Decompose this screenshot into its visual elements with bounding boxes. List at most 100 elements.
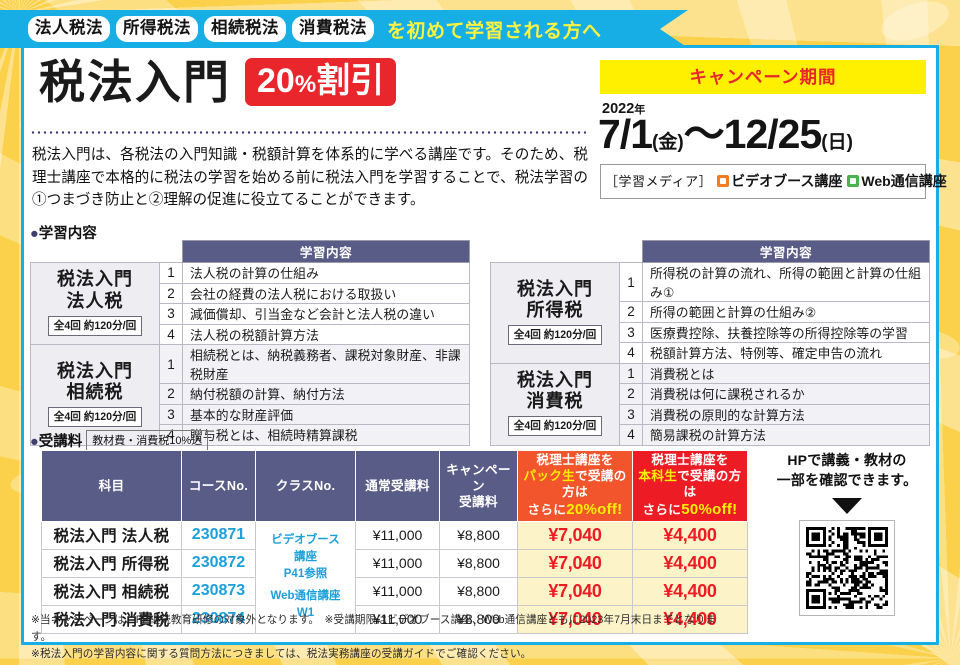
- class-no-line: ビデオブース: [271, 533, 340, 546]
- curriculum-row-number: 4: [619, 424, 643, 446]
- pricing-header-subject: 科目: [41, 450, 182, 522]
- pricing-cell-normal-fee: ¥11,000: [355, 604, 440, 634]
- curriculum-row-number: 1: [159, 344, 183, 384]
- curriculum-row-topic: 法人税の計算の仕組み: [182, 262, 470, 284]
- curriculum-row-number: 3: [159, 303, 183, 325]
- promo-pack-discount: 20%off!: [566, 501, 623, 519]
- pricing-section-label: ●受講料 教材費・消費税10%込: [30, 430, 209, 451]
- qr-caption-line1: HPで講義・教材の: [787, 452, 907, 468]
- campaign-panel: キャンペーン期間 2022年 7/1(金)〜12/25(日) ［学習メディア］ ビ…: [598, 60, 947, 200]
- curriculum-section-label-text: 学習内容: [38, 226, 97, 242]
- pricing-cell-promo-honka: ¥4,400: [632, 548, 748, 578]
- pricing-table-row: 税法入門 所得税 230872 ¥11,000 ¥8,800 ¥7,040 ¥4,400: [41, 548, 748, 578]
- pricing-header-promo-honka: 税理士講座を 本科生で受講の方は さらに50%off!: [632, 450, 748, 522]
- pricing-cell-promo-pack: ¥7,040: [517, 548, 633, 578]
- curriculum-table-right: 学習内容 税法入門 所得税 全4回 約120分/回 1 所得税の計算の流れ、所得の範囲と計…: [490, 240, 930, 446]
- curriculum-row: 3 基本的な財産評価: [31, 403, 470, 425]
- ribbon-tag-corporate-tax: 法人税法: [28, 15, 110, 43]
- learning-media-box: ［学習メディア］ ビデオブース講座 Web通信講座: [600, 164, 947, 200]
- promo-pack-line3-pre: さらに: [527, 503, 567, 518]
- pricing-cell-normal-fee: ¥11,000: [355, 520, 440, 550]
- qr-block: HPで講義・教材の 一部を確認できます。: [762, 450, 932, 616]
- bullet-dot-icon: ●: [30, 226, 39, 242]
- promo-pack-highlight: パック生: [523, 469, 575, 484]
- curriculum-row: 税法入門 消費税 全4回 約120分/回 1 消費税とは: [490, 362, 930, 446]
- promo-honka-discount: 50%off!: [681, 501, 738, 519]
- class-no-line: Web通信講座: [270, 589, 341, 602]
- pricing-cell-campaign-fee: ¥8,800: [439, 576, 518, 606]
- curriculum-row-topic: 消費税とは: [642, 362, 930, 384]
- qr-code-image[interactable]: [799, 519, 895, 616]
- curriculum-subject-name: 税法入門 法人税: [57, 269, 133, 311]
- footnote-line-2: ※税法入門の学習内容に関する質問方法につきましては、税法実務講座の受講ガイドでご…: [31, 648, 532, 661]
- pricing-header-course-no: コースNo.: [181, 450, 256, 522]
- pricing-cell-subject: 税法入門 消費税: [41, 604, 182, 634]
- campaign-date-range: 7/1(金)〜12/25(日): [598, 111, 926, 157]
- lead-paragraph: 税法入門は、各税法の入門知識・税額計算を体系的に学べる講座です。そのため、税理士…: [32, 147, 588, 209]
- campaign-period-heading: キャンペーン期間: [600, 60, 926, 94]
- pricing-cell-normal-fee: ¥11,000: [355, 548, 440, 578]
- bullet-dot-icon: ●: [30, 434, 39, 450]
- promo-honka-line3-pre: さらに: [642, 503, 682, 518]
- class-no-line: P41参照: [283, 568, 328, 581]
- pricing-cell-promo-pack: ¥7,040: [517, 604, 633, 634]
- pricing-table-row: 税法入門 法人税 230871 ビデオブース 講座 P41参照 Web通信講座 W1 ¥11,…: [41, 520, 748, 634]
- pricing-header-class-no: クラスNo.: [255, 450, 356, 522]
- curriculum-row-topic: 消費税は何に課税されるか: [642, 383, 930, 405]
- curriculum-subject-name: 税法入門 所得税: [517, 278, 593, 320]
- pricing-table-row: 税法入門 相続税 230873 ¥11,000 ¥8,800 ¥7,040 ¥4,400: [41, 576, 748, 606]
- campaign-date-start: 7/1: [598, 111, 653, 157]
- promo-pack-line2-rest: で受講の方は: [562, 469, 627, 500]
- curriculum-row: 4 簡易課税の計算方法: [491, 424, 930, 446]
- promo-pack-line1: 税理士講座を: [536, 453, 614, 467]
- footnotes: ※当キャンペーンは、FP継続教育研修の対象外となります。 ※受講期限はビデオブー…: [31, 612, 731, 663]
- campaign-year-kanji: 年: [634, 104, 646, 116]
- media-item-web: Web通信講座: [847, 173, 947, 189]
- pricing-cell-subject: 税法入門 法人税: [41, 520, 182, 550]
- qr-caption: HPで講義・教材の 一部を確認できます。: [762, 450, 932, 491]
- curriculum-header-spacer: [491, 241, 643, 263]
- curriculum-header-row: 学習内容: [491, 240, 930, 263]
- curriculum-row-number: 3: [619, 321, 643, 343]
- pricing-section-label-text: 受講料: [38, 434, 83, 450]
- pricing-table-body: 税法入門 法人税 230871 ビデオブース 講座 P41参照 Web通信講座 W1 ¥11,…: [41, 520, 748, 634]
- curriculum-subject-cell: 税法入門 所得税 全4回 約120分/回: [490, 262, 620, 364]
- curriculum-row: 3 消費税の原則的な計算方法: [491, 403, 930, 425]
- pricing-cell-normal-fee: ¥11,000: [355, 576, 440, 606]
- curriculum-row-topic: 所得税の計算の流れ、所得の範囲と計算の仕組み①: [642, 262, 930, 302]
- curriculum-row-number: 1: [619, 362, 643, 384]
- pricing-header-normal-fee: 通常受講料: [355, 450, 440, 522]
- curriculum-subject-meta: 全4回 約120分/回: [47, 315, 143, 336]
- web-stream-icon: [847, 175, 860, 188]
- curriculum-subject-name: 税法入門 相続税: [57, 360, 133, 402]
- pricing-cell-campaign-fee: ¥8,800: [439, 548, 518, 578]
- curriculum-row-number: 1: [619, 262, 643, 302]
- discount-percent-symbol: %: [294, 71, 317, 98]
- curriculum-row-number: 3: [159, 403, 183, 425]
- curriculum-row-topic: 会社の経費の法人税における取扱い: [182, 282, 470, 304]
- curriculum-subject-meta: 全4回 約120分/回: [47, 406, 143, 427]
- curriculum-subject-cell: 税法入門 法人税全4回 約120分/回: [30, 262, 160, 345]
- curriculum-row: 税法入門 相続税全4回 約120分/回 1 相続税とは、納税義務者、課税対象財産、非課…: [30, 344, 470, 446]
- curriculum-row: 4 法人税の税額計算方法: [31, 323, 470, 345]
- ribbon-tag-group: 法人税法 所得税法 相続税法 消費税法 を初めて学習される方へ: [0, 15, 602, 43]
- campaign-fee-line1: キャンペーン: [446, 462, 511, 493]
- curriculum-column-header: 学習内容: [182, 240, 470, 263]
- pricing-table-row: 税法入門 消費税 230874 ¥11,000 ¥8,800 ¥7,040 ¥4,400: [41, 604, 748, 634]
- promo-honka-highlight: 本科生: [638, 469, 678, 484]
- curriculum-row-number: 2: [159, 383, 183, 405]
- curriculum-row-topic: 贈与税とは、相続時精算課税: [182, 424, 470, 446]
- ribbon-tag-income-tax: 所得税法: [116, 15, 198, 43]
- curriculum-row: 4 税額計算方法、特例等、確定申告の流れ: [491, 342, 930, 364]
- ribbon-tagline: を初めて学習される方へ: [387, 20, 602, 42]
- curriculum-row-number: 2: [619, 383, 643, 405]
- curriculum-row-topic: 消費税の原則的な計算方法: [642, 403, 930, 425]
- dotted-divider: [30, 131, 586, 134]
- curriculum-row: 2 消費税は何に課税されるか: [491, 383, 930, 405]
- pricing-header-promo-pack: 税理士講座を パック生で受講の方は さらに20%off!: [517, 450, 633, 522]
- curriculum-column-header: 学習内容: [642, 240, 930, 263]
- curriculum-section-label: ●学習内容: [30, 222, 97, 243]
- curriculum-row: 2 納付税額の計算、納付方法: [31, 383, 470, 405]
- curriculum-row-topic: 相続税とは、納税義務者、課税対象財産、非課税財産: [182, 344, 470, 384]
